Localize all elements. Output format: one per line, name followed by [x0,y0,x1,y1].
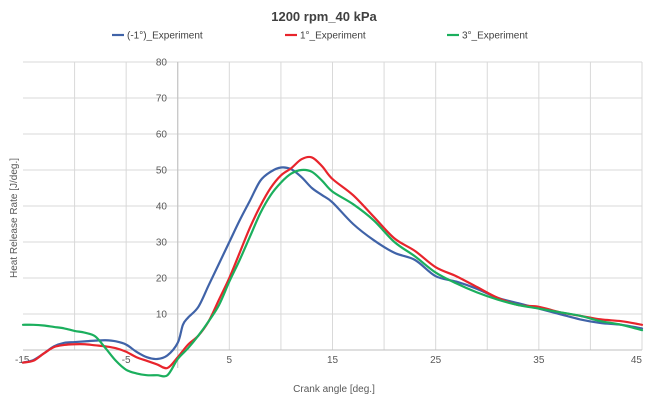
y-tick-label: 20 [156,274,168,285]
y-tick-label: 40 [156,202,168,213]
x-tick-label: 35 [533,355,545,366]
legend-label-3: 3°_Experiment [462,31,528,42]
grid-layer [23,61,643,350]
series-line-2 [21,155,644,370]
y-tick-label: 10 [156,310,168,321]
legend-label-2: 1°_Experiment [300,31,366,42]
x-tick-label: 25 [430,355,442,366]
y-axis-title: Heat Release Rate [J/deg.] [9,158,20,278]
x-tick-label: -15 [15,355,30,366]
y-tick-label: 50 [156,166,168,177]
y-tick-label: 30 [156,238,168,249]
series-line-3 [21,168,644,378]
y-tick-label: 80 [156,58,168,69]
y-tick-label: 70 [156,94,168,105]
x-tick-label: 45 [631,355,643,366]
x-tick-label: 15 [327,355,339,366]
x-axis-title: Crank angle [deg.] [293,384,375,395]
legend-label-1: (-1°)_Experiment [127,31,203,42]
x-tick-label: 5 [227,355,233,366]
chart-title: 1200 rpm_40 kPa [271,9,377,24]
series-layer [21,155,644,378]
x-tick-label: -5 [122,355,131,366]
axes-layer: 10 20 30 40 50 60 70 80 -15 -5 5 15 25 35 45 [15,58,643,368]
legend: (-1°)_Experiment 1°_Experiment 3°_Experime… [112,31,528,42]
y-tick-label: 60 [156,130,168,141]
